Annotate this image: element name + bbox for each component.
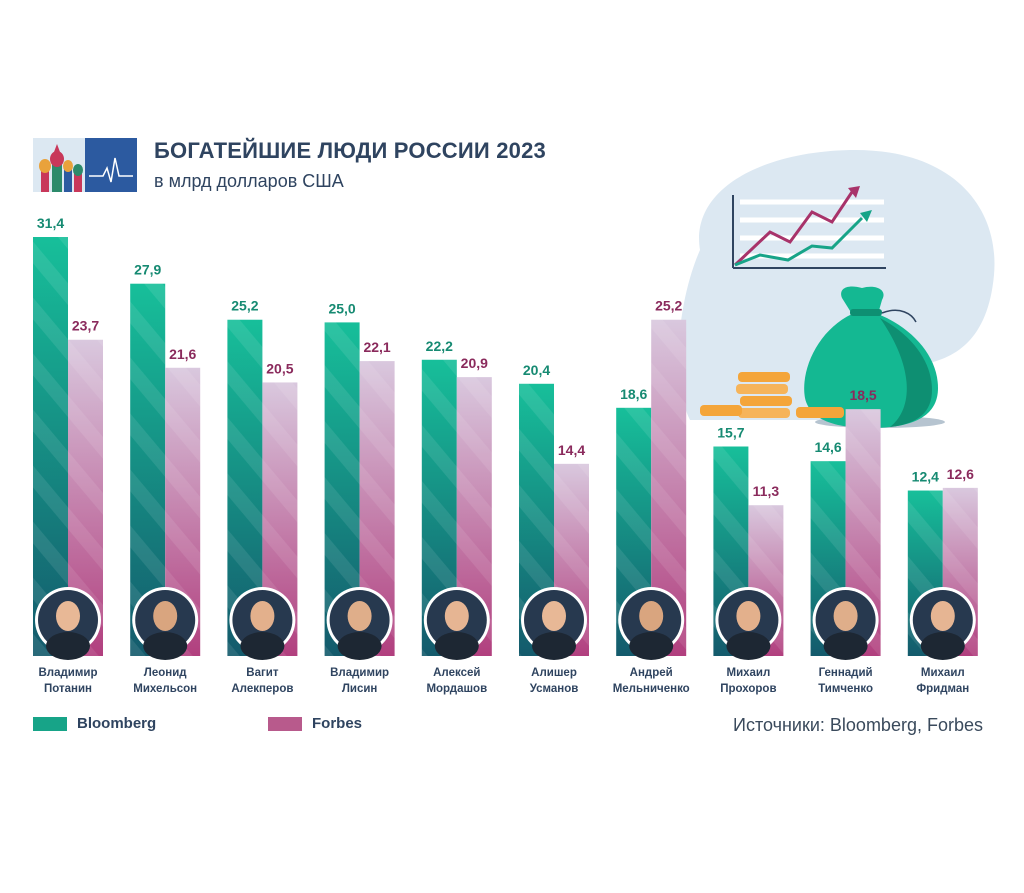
legend-item-forbes: Forbes (268, 715, 362, 732)
category-label: Алишер Усманов (530, 667, 579, 695)
decoration-illustration (678, 149, 995, 428)
legend-item-bloomberg: Bloomberg (33, 715, 156, 732)
avatar-face-icon (542, 601, 566, 631)
avatar-body-icon (434, 632, 479, 660)
avatar-body-icon (337, 632, 382, 660)
category-label: Леонид Михельсон (133, 667, 197, 695)
bloomberg-value-label: 25,0 (328, 300, 355, 316)
bloomberg-bar-texture (33, 237, 68, 656)
avatar-face-icon (56, 601, 80, 631)
category-label: Владимир Потанин (39, 667, 98, 695)
avatar-face-icon (347, 601, 372, 631)
avatar-face-icon (639, 601, 664, 631)
moscow-kremlin-logo-icon (33, 138, 137, 192)
avatar-body-icon (823, 632, 868, 660)
avatar-body-icon (726, 632, 771, 660)
avatar-body-icon (240, 632, 285, 660)
avatar-body-icon (46, 632, 90, 660)
growth-chart-icon (732, 186, 886, 269)
category-label-line: Фридман (916, 683, 969, 695)
category-label-line: Владимир (330, 667, 389, 679)
forbes-value-label: 23,7 (72, 318, 99, 334)
category-label-line: Михаил (726, 667, 770, 679)
forbes-value-label: 11,3 (753, 483, 780, 499)
bloomberg-value-label: 27,9 (134, 262, 161, 278)
category-label-line: Усманов (530, 683, 579, 695)
category-label-line: Тимченко (818, 683, 873, 695)
forbes-value-label: 20,5 (266, 360, 293, 376)
bloomberg-value-label: 12,4 (912, 469, 939, 485)
category-label-line: Михаил (921, 667, 965, 679)
category-label: Алексей Мордашов (426, 667, 487, 695)
category-label-line: Геннадий (819, 667, 873, 679)
source-note: Источники: Bloomberg, Forbes (733, 715, 983, 735)
category-label-line: Андрей (630, 667, 673, 679)
bloomberg-value-label: 20,4 (523, 362, 550, 378)
category-label-line: Прохоров (720, 683, 776, 695)
avatar-face-icon (444, 601, 469, 631)
category-label: Вагит Алекперов (231, 667, 293, 695)
forbes-value-label: 12,6 (947, 466, 974, 482)
avatar-row (35, 587, 976, 660)
legend-swatch-forbes (268, 716, 302, 731)
coin-stack-icon (700, 372, 844, 418)
category-label-line: Владимир (39, 667, 98, 679)
avatar-body-icon (143, 632, 188, 660)
category-label-line: Мордашов (426, 683, 487, 695)
bloomberg-value-label: 15,7 (717, 425, 744, 441)
category-label: Владимир Лисин (330, 667, 389, 695)
forbes-value-label: 18,5 (849, 387, 876, 403)
category-label: Михаил Прохоров (720, 667, 776, 695)
legend-label-bloomberg: Bloomberg (77, 715, 157, 732)
avatar-face-icon (833, 601, 858, 631)
category-label-line: Потанин (44, 683, 92, 695)
avatar-face-icon (153, 601, 178, 631)
avatar-face-icon (736, 601, 761, 631)
category-label-group: Владимир Потанин Леонид Михельсон Вагит Алекп… (39, 667, 970, 695)
avatar-face-icon (250, 601, 275, 631)
chart-subtitle: в млрд долларов США (154, 171, 344, 191)
category-label: Андрей Мельниченко (613, 667, 690, 695)
category-label: Михаил Фридман (916, 667, 969, 695)
forbes-value-label: 20,9 (461, 355, 488, 371)
avatar-body-icon (532, 632, 576, 660)
avatar-body-icon (629, 632, 674, 660)
forbes-value-label: 25,2 (655, 298, 682, 314)
category-label-line: Михельсон (133, 683, 197, 695)
bloomberg-value-label: 25,2 (231, 298, 258, 314)
forbes-value-label: 14,4 (558, 442, 585, 458)
bloomberg-value-label: 18,6 (620, 386, 647, 402)
value-label-group: 31,4 23,7 27,9 21,6 25,2 20,5 25,0 22,1 22,2 20,9… (37, 215, 974, 499)
category-label-line: Лисин (342, 683, 378, 695)
forbes-value-label: 21,6 (169, 346, 196, 362)
legend-swatch-bloomberg (33, 716, 67, 731)
category-label-line: Алексей (433, 667, 480, 679)
category-label-line: Вагит (246, 667, 279, 679)
category-label-line: Леонид (144, 667, 188, 679)
category-label-line: Алекперов (231, 683, 293, 695)
forbes-value-label: 22,1 (363, 339, 390, 355)
bloomberg-value-label: 31,4 (37, 215, 64, 231)
money-bag-icon (804, 286, 945, 428)
avatar-face-icon (930, 601, 955, 631)
bloomberg-value-label: 22,2 (426, 338, 453, 354)
bloomberg-value-label: 14,6 (814, 439, 841, 455)
category-label: Геннадий Тимченко (818, 667, 873, 695)
avatar-body-icon (920, 632, 965, 660)
legend-label-forbes: Forbes (312, 715, 363, 732)
category-label-line: Мельниченко (613, 683, 690, 695)
category-label-line: Алишер (531, 667, 577, 679)
chart-title: БОГАТЕЙШИЕ ЛЮДИ РОССИИ 2023 (154, 138, 546, 163)
